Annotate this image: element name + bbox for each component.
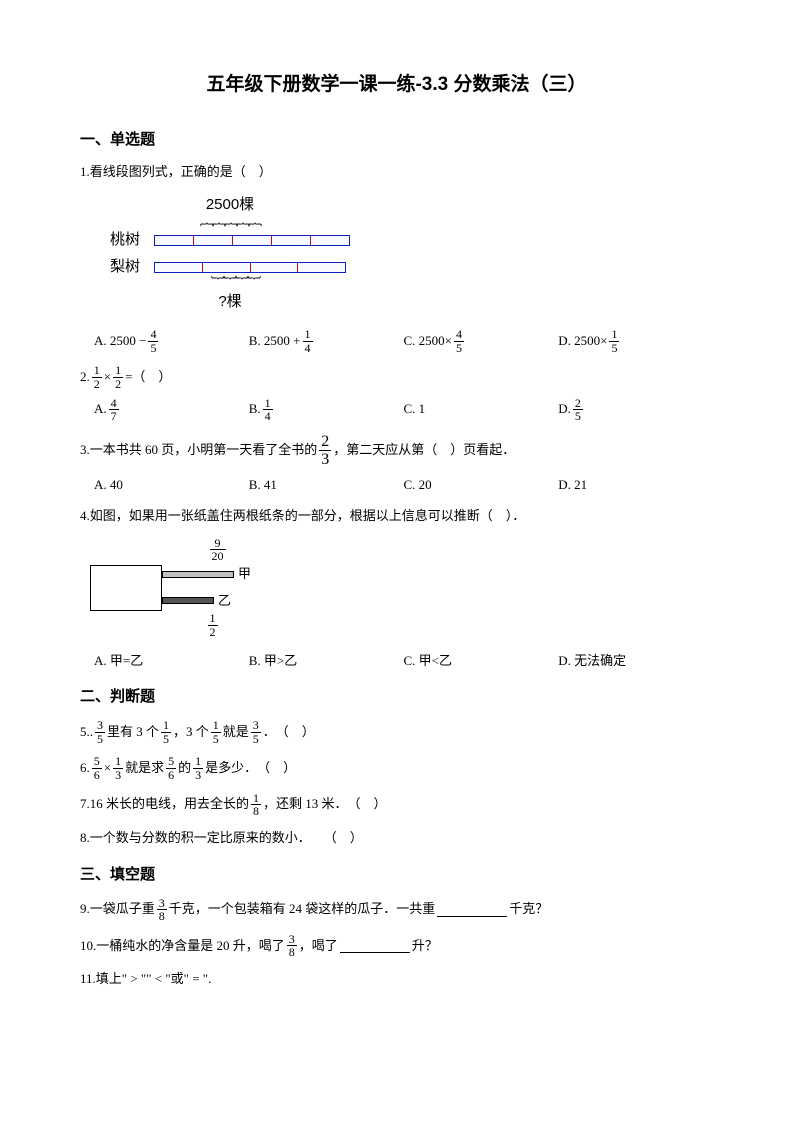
q2-pre: 2. [80,367,90,388]
q1: 1.看线段图列式，正确的是（ ） 2500棵 ︷︷︷︷︷ 桃树 梨树 ︸︸︸︸ … [80,162,713,354]
q1-options: A. 2500 − 45 B. 2500 + 14 C. 2500× 45 D.… [94,328,713,354]
q2-opt-b[interactable]: B. 14 [249,397,404,423]
q1-opt-c[interactable]: C. 2500× 45 [404,328,559,354]
q1-bar2 [154,262,346,273]
q7: 7.16 米长的电线，用去全长的 18 ，还剩 13 米． （ ） [80,792,713,818]
q1-stem: 1.看线段图列式，正确的是（ ） [80,162,713,183]
section-3-head: 三、填空题 [80,863,713,887]
q9-blank[interactable] [437,903,507,917]
q4-bar-b [162,597,214,604]
q3-opt-d[interactable]: D. 21 [558,475,713,496]
q1-row1-label: 桃树 [110,228,154,252]
q4: 4.如图，如果用一张纸盖住两根纸条的一部分，根据以上信息可以推断（ ）． 920… [80,506,713,672]
q4-cover-box [90,565,162,611]
q2: 2. 12 × 12 =（ ） [80,364,713,390]
q6: 6.56 × 13 就是求 56 的 13 是多少． （ ） [80,755,713,781]
q1-opt-a[interactable]: A. 2500 − 45 [94,328,249,354]
q1-bar1 [154,235,350,246]
q10: 10.一桶纯水的净含量是 20 升，喝了 38 ，喝了 升？ [80,933,713,959]
q1-opt-d[interactable]: D. 2500× 15 [558,328,713,354]
q3: 3.一本书共 60 页，小明第一天看了全书的 23 ，第二天应从第（ ）页看起． [80,433,713,469]
q10-blank[interactable] [340,939,410,953]
q4-bar-a [162,571,234,578]
page-title: 五年级下册数学一课一练-3.3 分数乘法（三） [80,70,713,100]
q8: 8.一个数与分数的积一定比原来的数小． （ ） [80,828,713,849]
q5: 5.. 35 里有 3 个 15 ，3 个 15 就是 35 ． （ ） [80,719,713,745]
q3-options: A. 40 B. 41 C. 20 D. 21 [94,475,713,496]
q4-lbl-a: 甲 [238,564,251,585]
q1-row2-label: 梨树 [110,255,154,279]
q4-options: A. 甲=乙 B. 甲>乙 C. 甲<乙 D. 无法确定 [94,651,713,672]
q4-stem: 4.如图，如果用一张纸盖住两根纸条的一部分，根据以上信息可以推断（ ）． [80,506,713,527]
q1-brace2-icon: ︸︸︸︸ [120,282,350,288]
q2-f2: 12 [113,364,123,390]
q4-lbl-b: 乙 [218,591,231,612]
q3-opt-a[interactable]: A. 40 [94,475,249,496]
q4-botfrac: 12 [208,612,218,638]
q11: 11.填上" > "" < "或" = ". [80,969,713,990]
q4-topfrac: 920 [210,537,226,563]
q4-opt-b[interactable]: B. 甲>乙 [249,651,404,672]
q1-diagram: 2500棵 ︷︷︷︷︷ 桃树 梨树 ︸︸︸︸ ?棵 [110,193,350,314]
q2-options: A. 47 B. 14 C. 1 D. 25 [94,397,713,423]
q1-bot-label: ?棵 [110,290,350,314]
q1-opt-b[interactable]: B. 2500 + 14 [249,328,404,354]
q4-opt-a[interactable]: A. 甲=乙 [94,651,249,672]
q2-opt-a[interactable]: A. 47 [94,397,249,423]
section-1-head: 一、单选题 [80,128,713,152]
q4-opt-c[interactable]: C. 甲<乙 [404,651,559,672]
q4-diagram: 920 甲 乙 12 [90,537,275,639]
q2-opt-c[interactable]: C. 1 [404,399,559,420]
q3-opt-b[interactable]: B. 41 [249,475,404,496]
q9: 9.一袋瓜子重 38 千克，一个包装箱有 24 袋这样的瓜子．一共重千克？ [80,897,713,923]
section-2-head: 二、判断题 [80,685,713,709]
q1-brace-icon: ︷︷︷︷︷ [110,219,350,225]
q2-f1: 12 [92,364,102,390]
q3-f: 23 [319,433,331,469]
q3-opt-c[interactable]: C. 20 [404,475,559,496]
q4-opt-d[interactable]: D. 无法确定 [558,651,713,672]
q2-opt-d[interactable]: D. 25 [558,397,713,423]
